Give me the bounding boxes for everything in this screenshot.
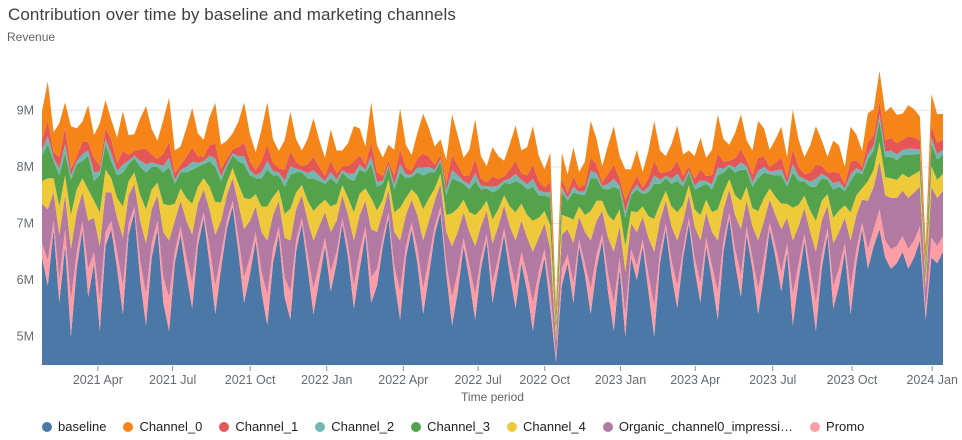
x-tick-label: 2023 Jan <box>595 373 646 387</box>
x-tick-label: 2024 Jan <box>906 373 957 387</box>
legend-dot-icon <box>315 421 326 432</box>
x-tick-label: 2022 Jan <box>301 373 352 387</box>
legend-dot-icon <box>411 421 422 432</box>
x-tick-label: 2022 Oct <box>519 373 570 387</box>
legend-label: Channel_1 <box>235 419 299 434</box>
y-tick-label: 9M <box>17 103 34 117</box>
legend: baseline Channel_0 Channel_1 Channel_2 Chann… <box>42 419 958 434</box>
legend-label: Channel_4 <box>523 419 586 434</box>
legend-dot-icon <box>507 421 517 432</box>
x-tick-label: 2021 Apr <box>73 373 123 387</box>
y-tick-label: 7M <box>17 216 34 230</box>
legend-item-Channel_1: Channel_1 <box>219 419 298 434</box>
area-Organic_channel0_impressi…[interactable] <box>42 161 943 358</box>
x-tick-label: 2023 Jul <box>749 373 796 387</box>
legend-label: Organic_channel0_impressi… <box>618 419 794 434</box>
legend-dot-icon <box>42 421 52 432</box>
legend-item-baseline: baseline <box>42 419 106 434</box>
page-title: Contribution over time by baseline and m… <box>8 5 456 24</box>
x-tick-label: 2023 Apr <box>670 373 720 387</box>
legend-label: Channel_2 <box>331 419 395 434</box>
y-tick-label: 6M <box>17 273 34 287</box>
stacked-area-plot[interactable]: 5M 6M 7M 8M 9M 2021 Apr 2021 Jul 2021 Oct 2022 … <box>0 0 962 412</box>
area-Channel_4[interactable] <box>42 142 943 341</box>
legend-item-Channel_2: Channel_2 <box>315 419 394 434</box>
area-layers <box>42 70 943 366</box>
y-tick-label: 8M <box>17 160 34 174</box>
area-Channel_2[interactable] <box>42 114 943 322</box>
area-Channel_3[interactable] <box>42 120 943 333</box>
legend-item-Channel_4: Channel_4 <box>507 419 586 434</box>
legend-item-Promo: Promo <box>810 419 864 434</box>
x-axis: 2021 Apr 2021 Jul 2021 Oct 2022 Jan 2022 Apr… <box>73 366 958 387</box>
x-axis-title: Time period <box>461 390 524 404</box>
area-Channel_1[interactable] <box>42 101 943 321</box>
x-tick-label: 2021 Oct <box>225 373 276 387</box>
y-axis-title: Revenue <box>7 30 56 44</box>
legend-dot-icon <box>123 421 134 432</box>
legend-dot-icon <box>602 421 613 432</box>
legend-label: Promo <box>826 419 865 434</box>
x-tick-label: 2021 Jul <box>149 373 196 387</box>
legend-dot-icon <box>810 421 821 432</box>
legend-item-Channel_3: Channel_3 <box>411 419 490 434</box>
x-tick-label: 2022 Jul <box>454 373 501 387</box>
area-Promo[interactable] <box>42 200 943 363</box>
legend-label: baseline <box>58 419 107 434</box>
x-tick-label: 2022 Apr <box>378 373 428 387</box>
legend-label: Channel_3 <box>427 419 490 434</box>
y-axis: 5M 6M 7M 8M 9M <box>17 103 34 343</box>
area-baseline[interactable] <box>42 206 943 366</box>
x-tick-label: 2023 Oct <box>827 373 878 387</box>
legend-item-Organic_channel0_impressi…: Organic_channel0_impressi… <box>602 419 794 434</box>
legend-dot-icon <box>219 421 230 432</box>
area-Channel_0[interactable] <box>42 70 943 317</box>
legend-item-Channel_0: Channel_0 <box>123 419 202 434</box>
y-tick-label: 5M <box>17 330 34 344</box>
legend-label: Channel_0 <box>139 419 203 434</box>
